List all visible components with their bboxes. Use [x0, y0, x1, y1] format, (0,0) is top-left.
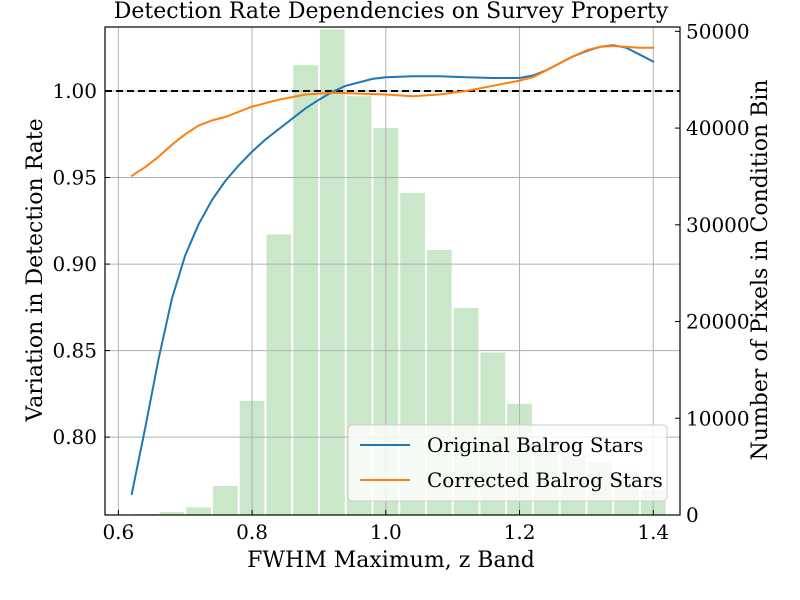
right-y-tick-label: 40000 — [686, 116, 750, 140]
right-y-tick-label: 30000 — [686, 213, 750, 237]
x-tick-label: 1.0 — [370, 520, 402, 544]
right-y-tick-label: 10000 — [686, 406, 750, 430]
y-tick-label: 0.90 — [52, 252, 97, 276]
histogram-bar — [319, 29, 345, 515]
chart-title: Detection Rate Dependencies on Survey Pr… — [114, 0, 669, 24]
right-y-tick-label: 0 — [686, 503, 699, 527]
right-y-tick-label: 20000 — [686, 310, 750, 334]
legend: Original Balrog Stars Corrected Balrog St… — [347, 424, 668, 502]
legend-label-2: Corrected Balrog Stars — [427, 468, 663, 492]
y-tick-label: 0.85 — [52, 339, 97, 363]
legend-box — [347, 424, 668, 502]
x-tick-label: 0.6 — [102, 520, 134, 544]
y-tick-label: 0.95 — [52, 166, 97, 190]
x-tick-label: 1.4 — [637, 520, 669, 544]
right-y-axis-title: Number of Pixels in Condition Bin — [748, 79, 773, 460]
y-tick-label: 1.00 — [52, 79, 97, 103]
histogram-bar — [212, 485, 238, 515]
y-axis-title: Variation in Detection Rate — [23, 118, 48, 422]
histogram-bar — [159, 512, 185, 515]
x-axis-title: FWHM Maximum, z Band — [247, 548, 535, 573]
histogram-bar — [266, 234, 292, 516]
legend-label-1: Original Balrog Stars — [427, 433, 643, 457]
plot-frame — [104, 26, 681, 516]
x-tick-label: 0.8 — [236, 520, 268, 544]
right-y-tick-label: 50000 — [686, 19, 750, 43]
histogram-bar — [293, 65, 318, 515]
series-line-2 — [130, 45, 655, 177]
y-tick-label: 0.80 — [52, 425, 97, 449]
x-tick-label: 1.2 — [504, 520, 536, 544]
ticks-layer: 0.6 0.8 1.0 1.2 1.4 0.80 0.85 0.90 0.95 1.00 0 1000… — [52, 19, 749, 544]
histogram-bar — [186, 507, 211, 515]
series-layer — [130, 44, 655, 496]
